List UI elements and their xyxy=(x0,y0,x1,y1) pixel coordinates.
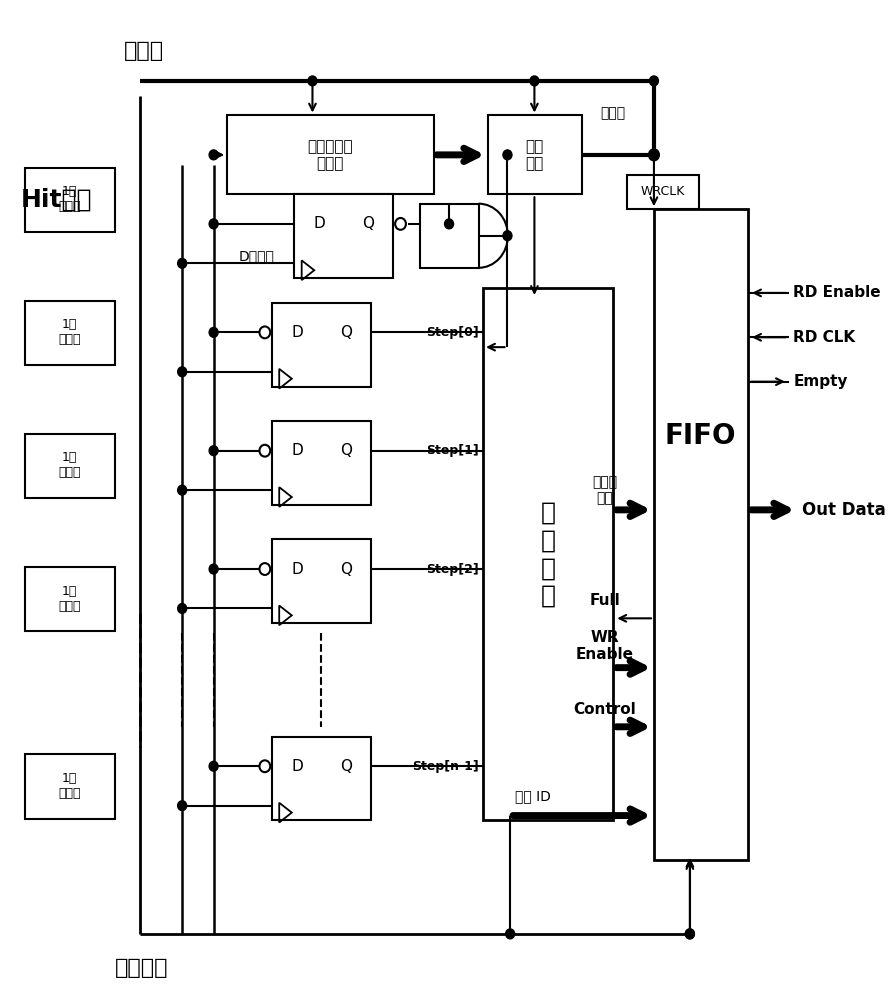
Bar xyxy=(25,434,114,498)
Text: WRCLK: WRCLK xyxy=(641,185,685,198)
Text: Step[0]: Step[0] xyxy=(426,326,478,339)
Circle shape xyxy=(686,929,695,939)
Text: RD CLK: RD CLK xyxy=(793,330,856,345)
Text: Q: Q xyxy=(340,325,351,340)
Text: 粗时间: 粗时间 xyxy=(600,106,625,120)
Circle shape xyxy=(178,367,187,377)
Text: Q: Q xyxy=(340,759,351,774)
Text: 1位
加法器: 1位 加法器 xyxy=(59,318,81,346)
Text: 粗计数测量
计数器: 粗计数测量 计数器 xyxy=(308,139,353,171)
Circle shape xyxy=(503,231,512,241)
Circle shape xyxy=(259,760,270,772)
Circle shape xyxy=(209,446,218,456)
Text: RD Enable: RD Enable xyxy=(793,285,881,300)
Circle shape xyxy=(308,76,317,86)
Bar xyxy=(25,168,114,232)
Circle shape xyxy=(209,150,218,160)
Circle shape xyxy=(444,219,453,229)
Circle shape xyxy=(209,564,218,574)
Circle shape xyxy=(178,604,187,613)
Text: 1位
加法器: 1位 加法器 xyxy=(59,772,81,800)
Circle shape xyxy=(259,326,270,338)
Bar xyxy=(272,737,371,820)
Circle shape xyxy=(649,76,658,86)
Text: 使能信号: 使能信号 xyxy=(114,958,168,978)
Bar xyxy=(227,115,434,194)
Text: D触发器: D触发器 xyxy=(239,249,274,263)
Bar xyxy=(25,754,114,819)
Text: D: D xyxy=(291,443,303,458)
Text: Out Data: Out Data xyxy=(802,501,886,519)
Text: Q: Q xyxy=(340,443,351,458)
Text: 计数
锁存: 计数 锁存 xyxy=(526,139,544,171)
Text: D: D xyxy=(291,759,303,774)
Circle shape xyxy=(503,150,512,160)
Text: 1位
加法器: 1位 加法器 xyxy=(59,585,81,613)
Text: Step[1]: Step[1] xyxy=(426,444,478,457)
Text: 译
码
单
元: 译 码 单 元 xyxy=(540,501,555,608)
Text: Q: Q xyxy=(340,562,351,577)
Bar xyxy=(272,421,371,505)
Text: Full: Full xyxy=(589,593,620,608)
Text: 主时钟: 主时钟 xyxy=(123,41,164,61)
Circle shape xyxy=(648,149,659,161)
Text: Control: Control xyxy=(573,702,636,717)
Text: Q: Q xyxy=(362,216,375,231)
Bar xyxy=(294,194,393,278)
Bar xyxy=(272,539,371,623)
Circle shape xyxy=(209,327,218,337)
Bar xyxy=(420,204,478,268)
Text: WR
Enable: WR Enable xyxy=(576,630,634,662)
Circle shape xyxy=(178,258,187,268)
Circle shape xyxy=(178,801,187,811)
Circle shape xyxy=(259,563,270,575)
Circle shape xyxy=(506,929,515,939)
Circle shape xyxy=(209,219,218,229)
Text: D: D xyxy=(291,562,303,577)
Text: 细时间
编码: 细时间 编码 xyxy=(592,475,617,505)
Circle shape xyxy=(259,445,270,457)
Circle shape xyxy=(178,485,187,495)
Text: FIFO: FIFO xyxy=(665,422,737,450)
Bar xyxy=(272,303,371,387)
Bar xyxy=(627,175,699,209)
Text: Step[2]: Step[2] xyxy=(426,563,478,576)
Text: Empty: Empty xyxy=(793,374,848,389)
Text: 1位
加法器: 1位 加法器 xyxy=(59,451,81,479)
Circle shape xyxy=(209,761,218,771)
Text: 通道 ID: 通道 ID xyxy=(515,789,551,803)
Circle shape xyxy=(395,218,406,230)
Bar xyxy=(25,301,114,365)
Text: D: D xyxy=(291,325,303,340)
Bar xyxy=(654,209,748,860)
Bar xyxy=(488,115,582,194)
Text: Step[n-1]: Step[n-1] xyxy=(412,760,478,773)
Bar xyxy=(25,567,114,631)
Circle shape xyxy=(530,76,539,86)
Bar xyxy=(483,288,613,820)
Text: 1位
加法器: 1位 加法器 xyxy=(59,185,81,213)
Text: Hit信号: Hit信号 xyxy=(21,187,92,211)
Circle shape xyxy=(686,929,695,939)
Text: D: D xyxy=(314,216,325,231)
